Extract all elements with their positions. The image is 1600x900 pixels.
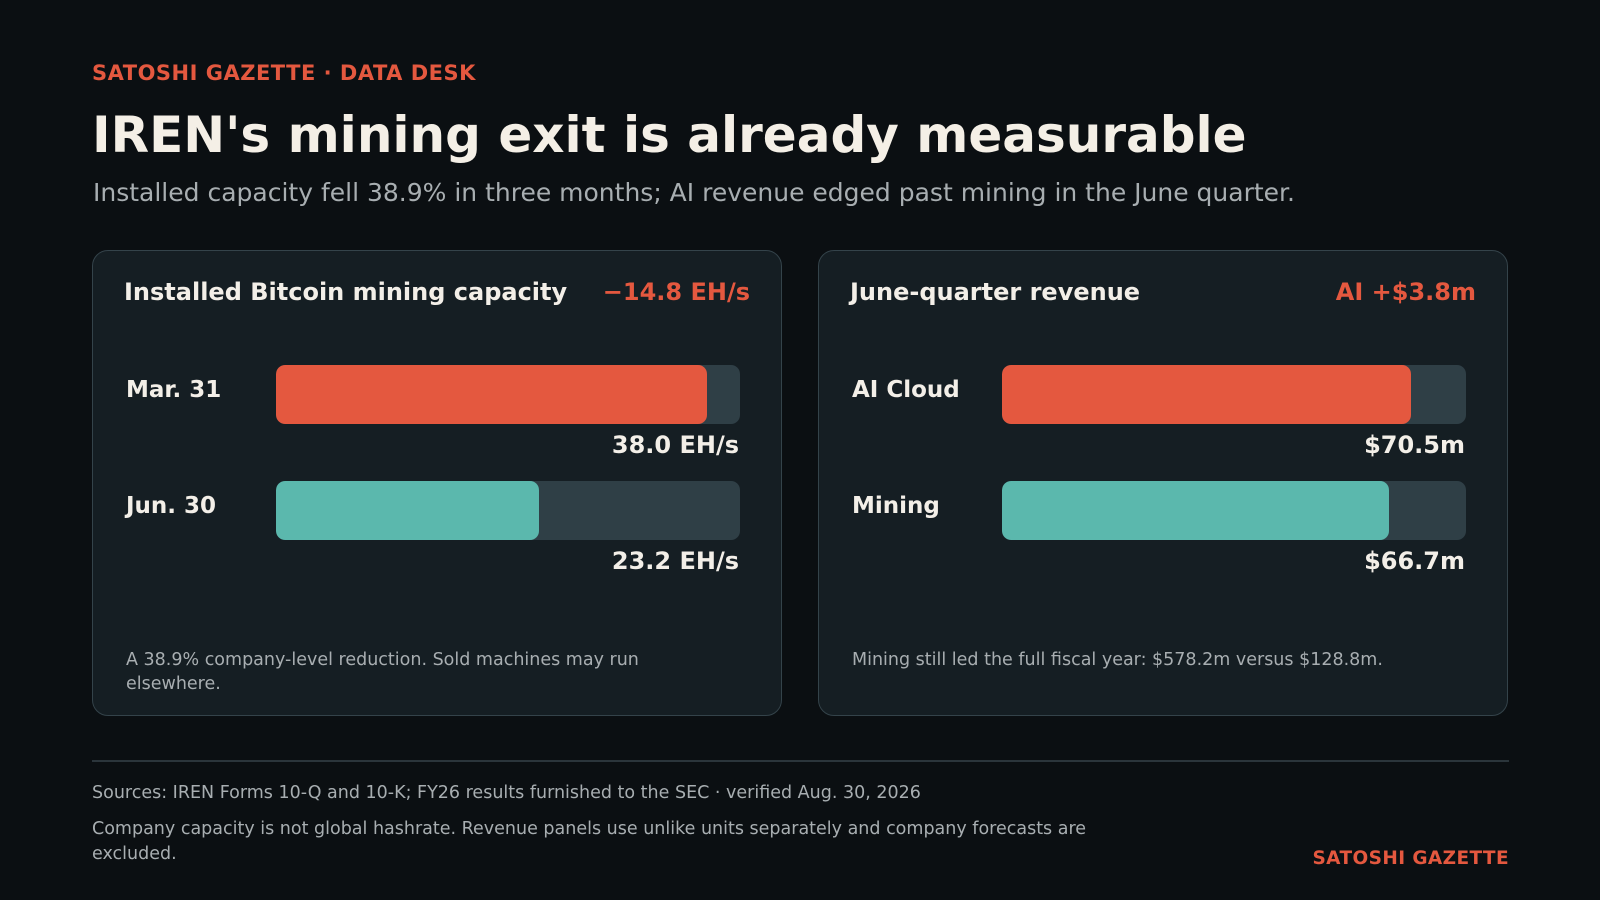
capacity-panel: Installed Bitcoin mining capacity −14.8 … bbox=[92, 250, 782, 716]
bar-label: Mar. 31 bbox=[126, 377, 222, 403]
headline: IREN's mining exit is already measurable bbox=[92, 106, 1247, 164]
kicker: SATOSHI GAZETTE · DATA DESK bbox=[92, 61, 476, 85]
bar-label: AI Cloud bbox=[852, 377, 960, 403]
bar-label: Jun. 30 bbox=[126, 493, 217, 519]
panel-note: Mining still led the full fiscal year: $… bbox=[852, 650, 1383, 670]
revenue-panel: June-quarter revenue AI +$3.8m AI Cloud … bbox=[818, 250, 1508, 716]
bar bbox=[1002, 365, 1411, 424]
bar-track bbox=[1002, 365, 1466, 424]
bar bbox=[276, 365, 708, 424]
footer-divider bbox=[92, 760, 1509, 762]
panel-delta: −14.8 EH/s bbox=[602, 278, 750, 306]
bar-track bbox=[276, 481, 740, 540]
bar-value-label: 38.0 EH/s bbox=[611, 431, 739, 459]
bar-track bbox=[1002, 481, 1466, 540]
bar-value-label: 23.2 EH/s bbox=[611, 547, 739, 575]
bar-value-label: $66.7m bbox=[1364, 547, 1465, 575]
bar bbox=[1002, 481, 1389, 540]
panel-delta: AI +$3.8m bbox=[1335, 278, 1476, 306]
bar-track bbox=[276, 365, 740, 424]
dek: Installed capacity fell 38.9% in three m… bbox=[93, 178, 1295, 207]
sources-note: Sources: IREN Forms 10-Q and 10-K; FY26 … bbox=[92, 783, 921, 803]
disclaimer-note: Company capacity is not global hashrate.… bbox=[92, 819, 1087, 864]
panel-title: June-quarter revenue bbox=[850, 278, 1141, 306]
panel-note: A 38.9% company-level reduction. Sold ma… bbox=[126, 650, 639, 694]
brand-logo: SATOSHI GAZETTE bbox=[1312, 848, 1509, 869]
bar bbox=[276, 481, 540, 540]
bar-value-label: $70.5m bbox=[1364, 431, 1465, 459]
bar-label: Mining bbox=[852, 493, 940, 519]
panel-title: Installed Bitcoin mining capacity bbox=[124, 278, 568, 306]
